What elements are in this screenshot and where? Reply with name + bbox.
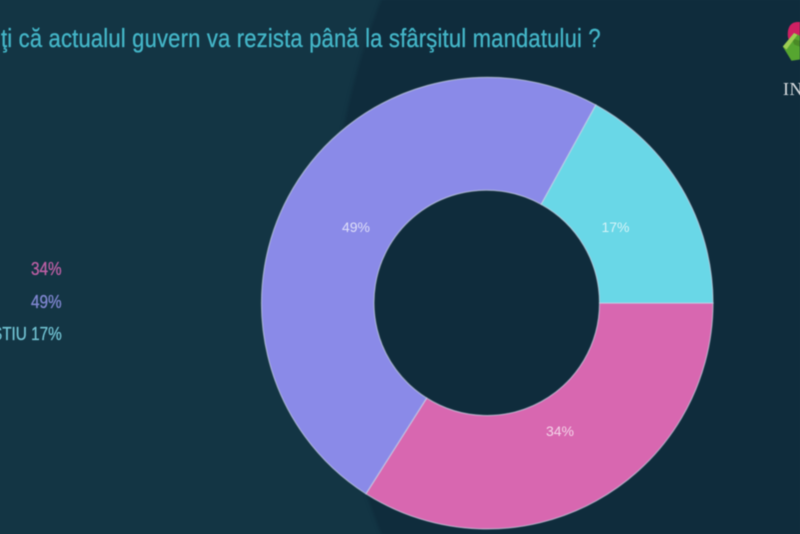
svg-text:49%: 49% — [342, 219, 370, 235]
svg-text:17%: 17% — [601, 219, 629, 235]
svg-text:34%: 34% — [546, 423, 574, 439]
